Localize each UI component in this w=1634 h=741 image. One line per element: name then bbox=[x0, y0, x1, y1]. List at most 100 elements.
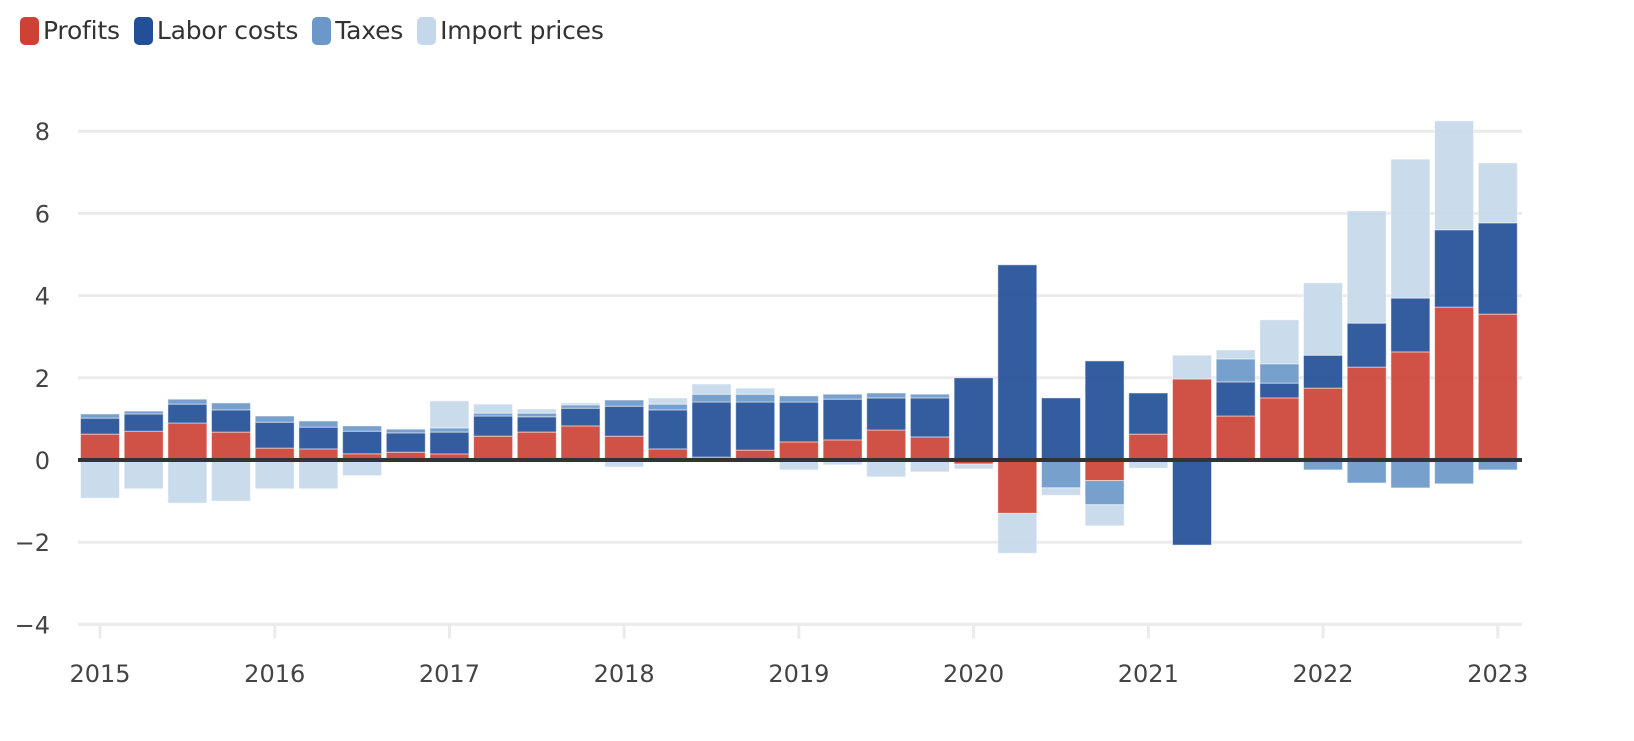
bar-segment-taxes[interactable] bbox=[167, 398, 208, 405]
bar-segment-taxes[interactable] bbox=[385, 428, 426, 434]
legend-item-taxes[interactable]: Taxes bbox=[312, 16, 403, 45]
legend-item-import-prices[interactable]: Import prices bbox=[417, 16, 604, 45]
bar-segment-labor-costs[interactable] bbox=[691, 401, 732, 458]
bar-segment-labor-costs[interactable] bbox=[342, 430, 383, 455]
bar-segment-import-prices[interactable] bbox=[647, 397, 688, 405]
bar-segment-labor-costs[interactable] bbox=[560, 407, 601, 427]
bar-segment-labor-costs[interactable] bbox=[211, 409, 251, 433]
bar-segment-profits[interactable] bbox=[473, 435, 514, 461]
bar-segment-import-prices[interactable] bbox=[1172, 354, 1212, 380]
bar-segment-import-prices[interactable] bbox=[866, 459, 907, 478]
bar-segment-import-prices[interactable] bbox=[1084, 504, 1125, 527]
bar-segment-taxes[interactable] bbox=[211, 402, 251, 411]
bar-segment-profits[interactable] bbox=[909, 436, 950, 461]
bar-segment-taxes[interactable] bbox=[691, 393, 732, 403]
bar-segment-taxes[interactable] bbox=[822, 393, 863, 400]
bar-segment-import-prices[interactable] bbox=[1390, 158, 1431, 299]
bar-segment-labor-costs[interactable] bbox=[1390, 297, 1431, 353]
bar-segment-labor-costs[interactable] bbox=[909, 397, 950, 438]
bar-segment-labor-costs[interactable] bbox=[123, 413, 164, 432]
bar-segment-labor-costs[interactable] bbox=[1434, 229, 1475, 308]
bar-segment-import-prices[interactable] bbox=[1434, 120, 1475, 231]
bar-segment-labor-costs[interactable] bbox=[1215, 381, 1256, 417]
bar-segment-import-prices[interactable] bbox=[1346, 210, 1387, 324]
bar-segment-labor-costs[interactable] bbox=[473, 415, 514, 437]
bar-segment-taxes[interactable] bbox=[647, 403, 688, 411]
bar-segment-profits[interactable] bbox=[1434, 306, 1475, 461]
bar-segment-taxes[interactable] bbox=[80, 413, 120, 419]
bar-segment-import-prices[interactable] bbox=[691, 383, 732, 395]
bar-segment-labor-costs[interactable] bbox=[254, 421, 295, 449]
bar-segment-import-prices[interactable] bbox=[167, 459, 208, 504]
bar-segment-profits[interactable] bbox=[516, 431, 557, 461]
bar-segment-import-prices[interactable] bbox=[1259, 319, 1300, 365]
bar-segment-taxes[interactable] bbox=[1259, 363, 1300, 384]
bar-segment-profits[interactable] bbox=[1346, 366, 1387, 461]
bar-segment-import-prices[interactable] bbox=[560, 402, 601, 406]
bar-segment-import-prices[interactable] bbox=[429, 400, 470, 429]
bar-segment-labor-costs[interactable] bbox=[604, 405, 645, 437]
bar-segment-labor-costs[interactable] bbox=[1303, 354, 1343, 389]
bar-segment-import-prices[interactable] bbox=[516, 408, 557, 414]
bar-segment-labor-costs[interactable] bbox=[1172, 459, 1212, 546]
legend-item-profits[interactable]: Profits bbox=[20, 16, 120, 45]
bar-segment-labor-costs[interactable] bbox=[1477, 222, 1518, 315]
bar-segment-labor-costs[interactable] bbox=[822, 398, 863, 441]
bar-segment-taxes[interactable] bbox=[1390, 459, 1431, 489]
bar-segment-labor-costs[interactable] bbox=[1346, 322, 1387, 368]
bar-segment-import-prices[interactable] bbox=[80, 459, 120, 499]
bar-segment-labor-costs[interactable] bbox=[1128, 392, 1169, 435]
bar-segment-taxes[interactable] bbox=[516, 412, 557, 418]
bar-segment-import-prices[interactable] bbox=[1041, 487, 1081, 496]
bar-segment-profits[interactable] bbox=[80, 433, 120, 461]
bar-segment-import-prices[interactable] bbox=[953, 463, 994, 470]
bar-segment-import-prices[interactable] bbox=[342, 459, 383, 477]
bar-segment-taxes[interactable] bbox=[123, 410, 164, 415]
bar-segment-taxes[interactable] bbox=[778, 395, 819, 403]
bar-segment-profits[interactable] bbox=[997, 459, 1038, 514]
legend-item-labor-costs[interactable]: Labor costs bbox=[133, 16, 298, 45]
bar-segment-import-prices[interactable] bbox=[254, 459, 295, 490]
bar-segment-labor-costs[interactable] bbox=[1259, 382, 1300, 399]
bar-segment-taxes[interactable] bbox=[298, 420, 339, 428]
bar-segment-labor-costs[interactable] bbox=[167, 403, 208, 424]
bar-segment-taxes[interactable] bbox=[909, 393, 950, 399]
bar-segment-taxes[interactable] bbox=[1215, 358, 1256, 383]
bar-segment-profits[interactable] bbox=[211, 431, 251, 461]
bar-segment-labor-costs[interactable] bbox=[298, 426, 339, 450]
bar-segment-labor-costs[interactable] bbox=[80, 417, 120, 435]
bar-segment-taxes[interactable] bbox=[342, 425, 383, 432]
bar-segment-taxes[interactable] bbox=[1346, 459, 1387, 484]
bar-segment-profits[interactable] bbox=[604, 435, 645, 461]
bar-segment-import-prices[interactable] bbox=[123, 459, 164, 490]
bar-segment-labor-costs[interactable] bbox=[1041, 397, 1081, 461]
bar-segment-labor-costs[interactable] bbox=[866, 397, 907, 431]
bar-segment-import-prices[interactable] bbox=[211, 459, 251, 502]
bar-segment-labor-costs[interactable] bbox=[429, 431, 470, 455]
bar-segment-labor-costs[interactable] bbox=[1084, 360, 1125, 461]
bar-segment-taxes[interactable] bbox=[866, 392, 907, 399]
bar-segment-import-prices[interactable] bbox=[1215, 349, 1256, 360]
bar-segment-import-prices[interactable] bbox=[735, 387, 776, 395]
bar-segment-taxes[interactable] bbox=[604, 399, 645, 407]
bar-segment-import-prices[interactable] bbox=[1303, 282, 1343, 356]
bar-segment-profits[interactable] bbox=[1128, 433, 1169, 461]
bar-segment-profits[interactable] bbox=[1477, 313, 1518, 461]
bar-segment-taxes[interactable] bbox=[254, 415, 295, 423]
bar-segment-import-prices[interactable] bbox=[298, 459, 339, 490]
bar-segment-labor-costs[interactable] bbox=[735, 401, 776, 451]
bar-segment-taxes[interactable] bbox=[1041, 460, 1081, 489]
bar-segment-profits[interactable] bbox=[1172, 378, 1212, 461]
bar-segment-labor-costs[interactable] bbox=[516, 416, 557, 433]
bar-segment-labor-costs[interactable] bbox=[997, 264, 1038, 461]
bar-segment-labor-costs[interactable] bbox=[647, 409, 688, 450]
bar-segment-labor-costs[interactable] bbox=[778, 401, 819, 443]
bar-segment-taxes[interactable] bbox=[1434, 459, 1475, 485]
bar-segment-import-prices[interactable] bbox=[473, 403, 514, 414]
bar-segment-profits[interactable] bbox=[866, 429, 907, 461]
bar-segment-profits[interactable] bbox=[123, 430, 164, 461]
bar-segment-taxes[interactable] bbox=[735, 393, 776, 403]
bar-segment-profits[interactable] bbox=[1303, 387, 1343, 461]
bar-segment-profits[interactable] bbox=[822, 439, 863, 461]
bar-segment-profits[interactable] bbox=[778, 441, 819, 461]
